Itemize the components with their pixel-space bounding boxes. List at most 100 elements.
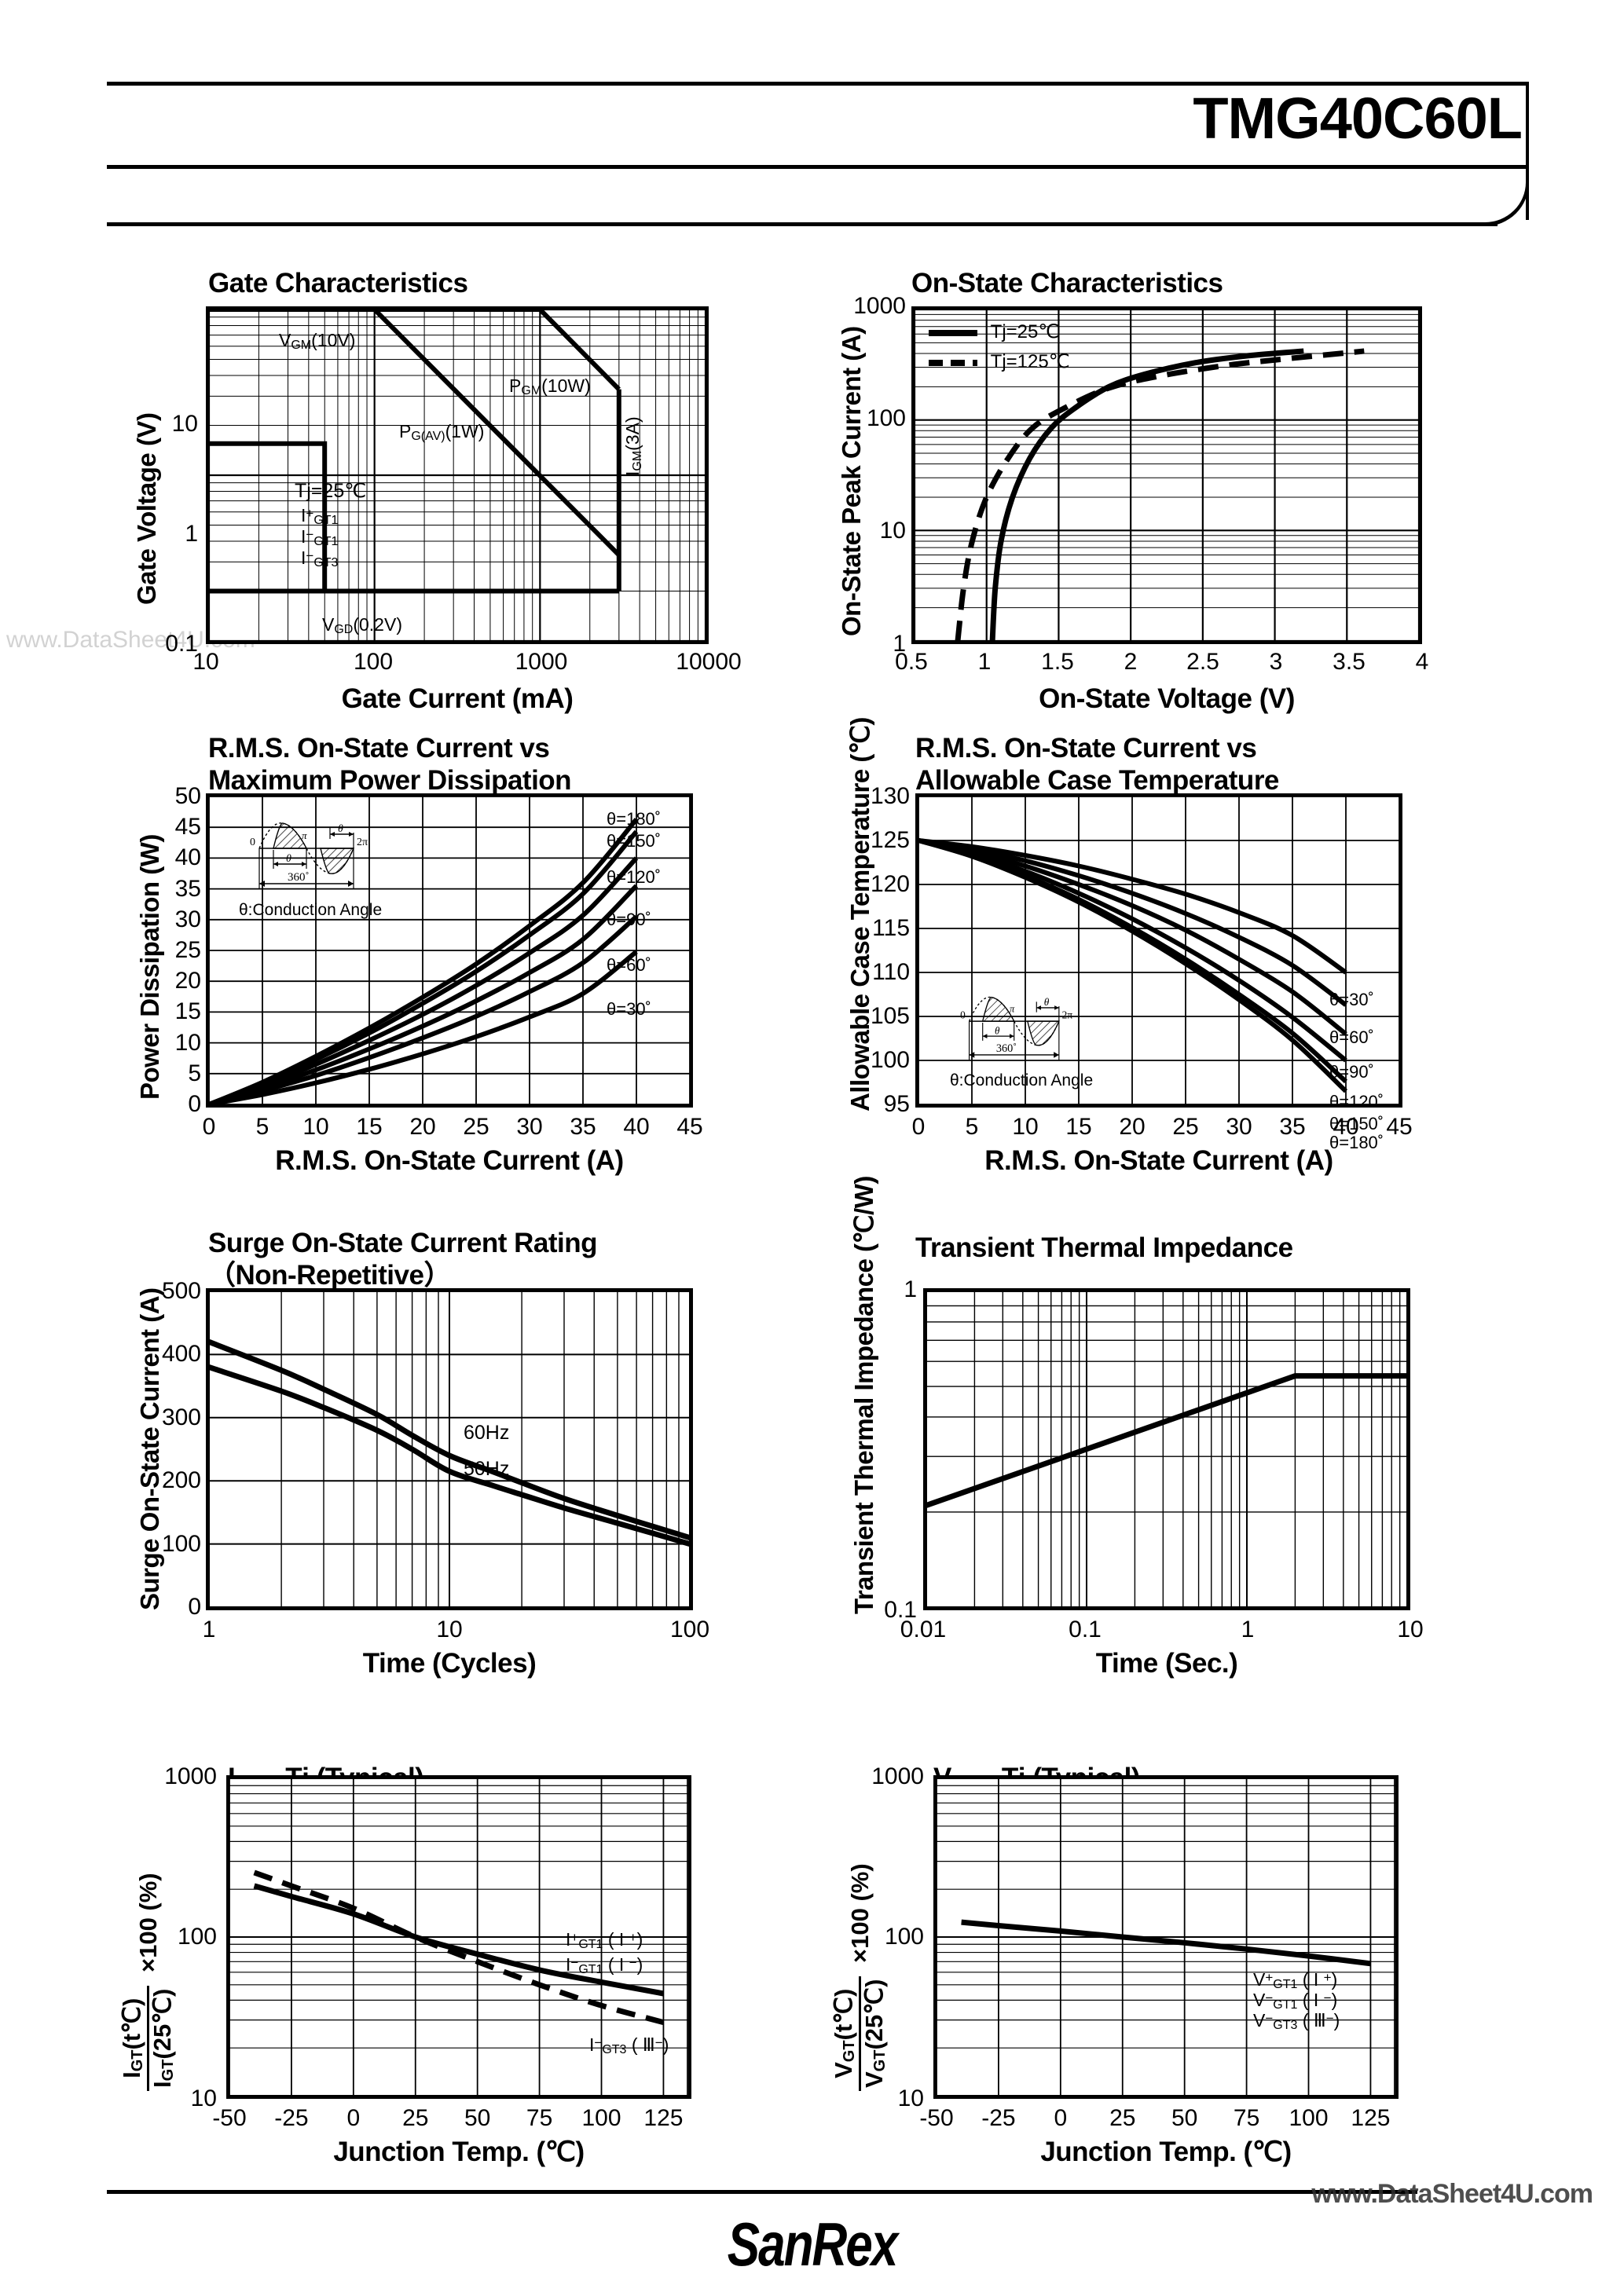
x-tick: 25 xyxy=(402,2105,429,2131)
series-label: θ=180˚ xyxy=(607,809,662,829)
conduction-angle-waveform: 0 π 2π θ θ 360˚ xyxy=(960,996,1073,1060)
header-rule-mid xyxy=(107,165,1529,169)
x-tick: 5 xyxy=(965,1114,979,1140)
x-tick: -25 xyxy=(981,2105,1016,2131)
header-rule-top xyxy=(107,82,1529,86)
y-tick: 1 xyxy=(185,521,198,547)
annotation-igt1-plus: I+GT1 xyxy=(301,505,339,527)
x-tick: 45 xyxy=(676,1114,703,1140)
y-tick: 25 xyxy=(174,937,201,963)
x-axis-label: Gate Current (mA) xyxy=(341,683,574,714)
x-tick: -50 xyxy=(919,2105,954,2131)
series-label-60hz: 60Hz xyxy=(464,1422,510,1444)
legend-swatch-solid xyxy=(929,329,977,336)
y-axis-label: On-State Peak Current (A) xyxy=(837,326,866,636)
x-tick: 20 xyxy=(409,1114,436,1140)
x-tick: 1 xyxy=(1241,1617,1255,1642)
x-tick: 30 xyxy=(1226,1114,1252,1140)
chart-gate-characteristics: Gate Characteristics 0.1 1 10 10 100 100… xyxy=(118,268,746,746)
svg-text:0: 0 xyxy=(960,1009,966,1020)
y-tick: 100 xyxy=(866,405,906,431)
plot-area xyxy=(923,1288,1410,1610)
series-label-igt1-minus: I−GT1 ( I −) xyxy=(566,1954,643,1976)
x-tick: 1 xyxy=(977,649,992,675)
x-tick: 0.1 xyxy=(1069,1617,1102,1642)
annotation-pgm: PGM(10W) xyxy=(509,375,591,397)
x-tick: 40 xyxy=(623,1114,650,1140)
svg-text:θ: θ xyxy=(338,823,343,835)
x-tick: 20 xyxy=(1119,1114,1146,1140)
y-tick: 100 xyxy=(884,1924,924,1950)
svg-text:2π: 2π xyxy=(1062,1009,1073,1020)
series-label-vgt1-plus: V+GT1 ( I +) xyxy=(1253,1969,1338,1991)
y-tick: 500 xyxy=(161,1278,201,1304)
y-tick: 15 xyxy=(174,998,201,1025)
y-tick: 30 xyxy=(174,906,201,932)
x-tick: 25 xyxy=(1172,1114,1199,1140)
y-tick: 0 xyxy=(188,1091,201,1117)
x-tick: 35 xyxy=(570,1114,596,1140)
y-tick: 0.1 xyxy=(165,631,198,657)
conduction-angle-inset: 0 π 2π θ θ 360˚ θ:Conduction Angle xyxy=(236,817,401,920)
x-tick: 2 xyxy=(1124,649,1138,675)
x-axis-label: Time (Sec.) xyxy=(1095,1648,1238,1679)
header-title-box xyxy=(107,82,1529,168)
y-tick: 200 xyxy=(161,1467,201,1494)
y-tick: 1 xyxy=(893,631,906,657)
x-tick: 125 xyxy=(643,2105,684,2131)
y-tick: 1000 xyxy=(164,1763,217,1789)
plot-area xyxy=(933,1775,1399,2099)
x-axis-label: Junction Temp. (℃) xyxy=(333,2137,585,2167)
zth-plot-svg xyxy=(926,1291,1407,1607)
y-tick: 45 xyxy=(174,814,201,840)
x-tick: 45 xyxy=(1386,1114,1413,1140)
series-label: θ=180˚ xyxy=(1329,1133,1384,1152)
svg-text:θ: θ xyxy=(995,1024,1000,1036)
svg-text:π: π xyxy=(302,829,307,841)
annotation-pgav: PG(AV)(1W) xyxy=(399,421,485,443)
plot-area xyxy=(911,306,1422,644)
y-tick: 10 xyxy=(879,518,906,544)
y-tick: 125 xyxy=(870,827,910,853)
y-tick: 100 xyxy=(870,1047,910,1073)
x-tick: 3.5 xyxy=(1333,649,1366,675)
x-tick: 0 xyxy=(346,2105,361,2131)
x-tick: 10 xyxy=(302,1114,329,1140)
x-tick: -50 xyxy=(212,2105,247,2131)
x-tick: 1 xyxy=(202,1617,216,1642)
header-rule-bottom xyxy=(107,222,1498,226)
y-tick: 10 xyxy=(174,1029,201,1056)
y-tick: 1 xyxy=(904,1276,917,1302)
y-tick: 10 xyxy=(190,2085,217,2111)
svg-text:2π: 2π xyxy=(357,837,368,848)
y-tick: 105 xyxy=(870,1003,910,1029)
x-tick: 40 xyxy=(1333,1114,1359,1140)
series-label: θ=30˚ xyxy=(607,999,651,1019)
x-tick: 0 xyxy=(202,1114,216,1140)
vgt-plot-svg xyxy=(937,1778,1395,2096)
gate-plot-svg xyxy=(209,309,706,641)
y-tick: 115 xyxy=(872,915,910,941)
chart-title: R.M.S. On-State Current vs Allowable Cas… xyxy=(915,733,1279,796)
y-tick: 5 xyxy=(188,1060,201,1086)
x-tick: 0.01 xyxy=(900,1617,947,1642)
annotation-igt1-minus: I−GT1 xyxy=(301,526,339,548)
annotation-igm: IGM(3A) xyxy=(622,416,644,476)
x-axis-label: Junction Temp. (℃) xyxy=(1040,2137,1292,2167)
x-tick: 25 xyxy=(1109,2105,1136,2131)
footer-watermark: www.DataSheet4U.com xyxy=(1311,2179,1593,2209)
y-tick: 0 xyxy=(188,1594,201,1620)
page-footer: www.DataSheet4U.com SanRex xyxy=(0,2176,1624,2296)
conduction-angle-waveform: 0 π 2π θ θ 360˚ xyxy=(250,822,368,889)
svg-text:0: 0 xyxy=(250,837,255,848)
series-label: θ=150˚ xyxy=(607,831,662,851)
svg-text:360˚: 360˚ xyxy=(996,1042,1017,1055)
chart-vgt-vs-tj: VGT—Tj (Typical) 10 100 1000 -50-2502550… xyxy=(830,1763,1501,2231)
series-label: θ=60˚ xyxy=(1329,1027,1374,1047)
y-tick: 10 xyxy=(897,2085,924,2111)
y-tick: 1000 xyxy=(871,1763,924,1789)
x-tick: 2.5 xyxy=(1186,649,1219,675)
x-axis-label: R.M.S. On-State Current (A) xyxy=(984,1145,1333,1176)
x-tick: 35 xyxy=(1279,1114,1306,1140)
plot-area xyxy=(206,1288,693,1610)
